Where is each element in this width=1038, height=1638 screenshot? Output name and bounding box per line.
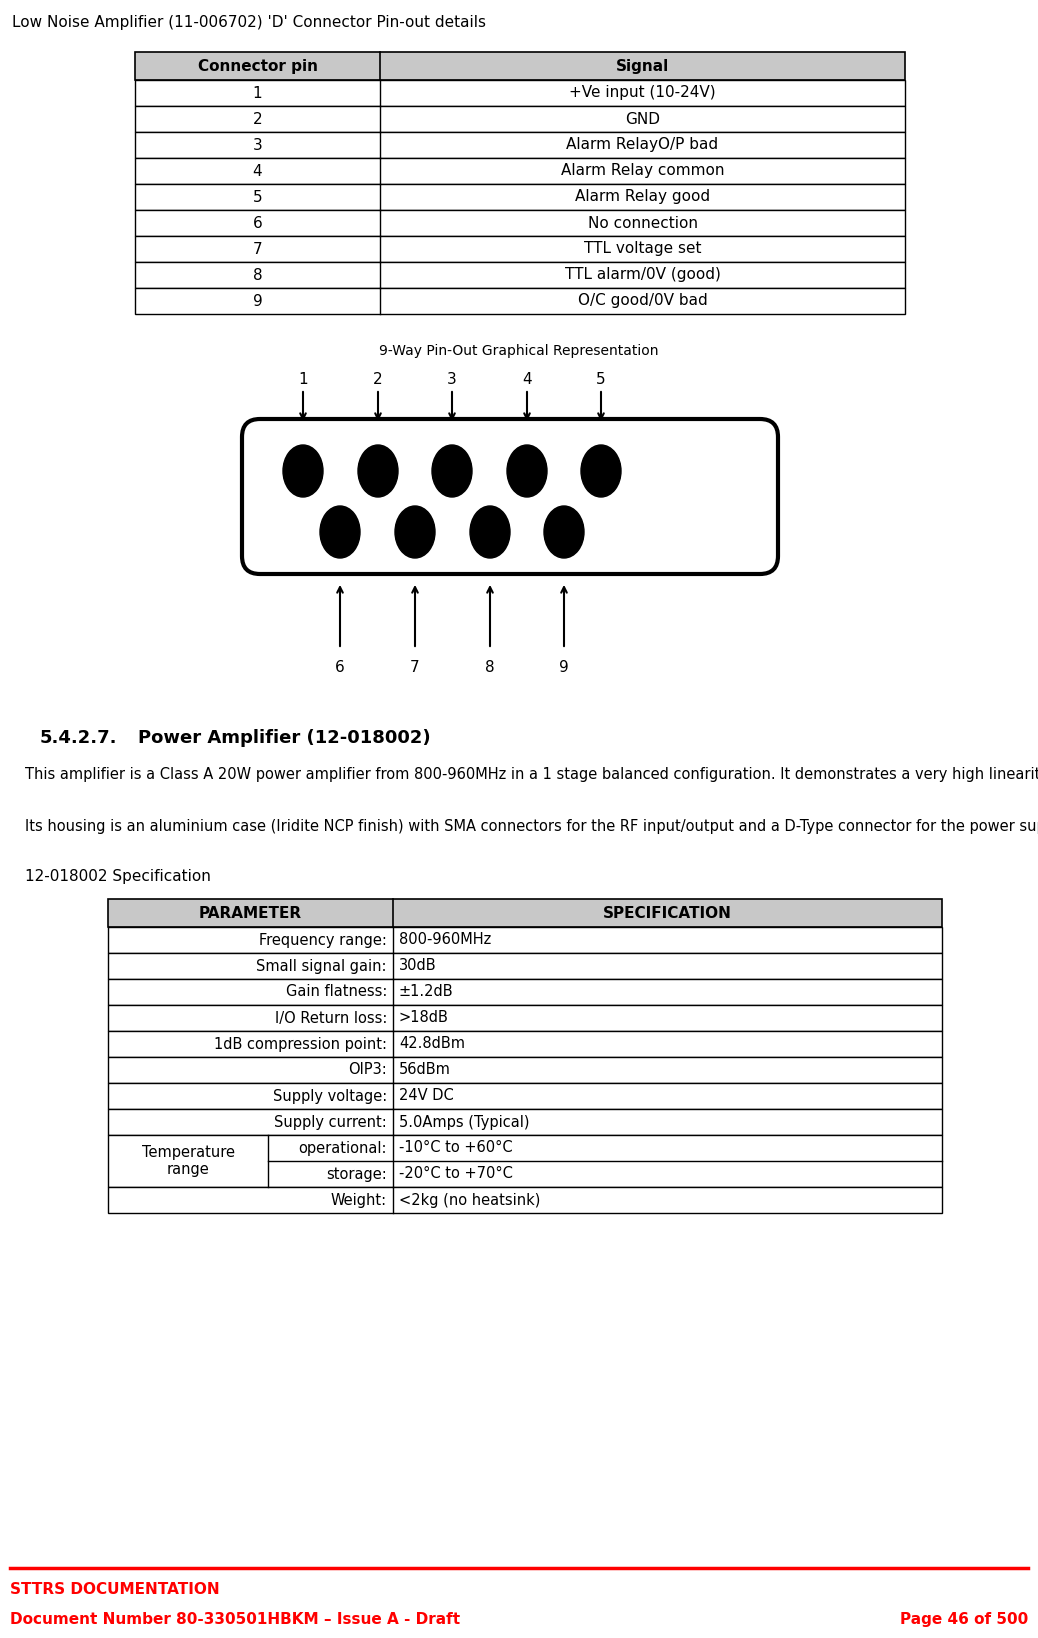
Text: 3: 3 (447, 372, 457, 387)
Text: 7: 7 (252, 241, 263, 257)
Text: Page 46 of 500: Page 46 of 500 (900, 1612, 1028, 1627)
Text: Supply current:: Supply current: (274, 1114, 387, 1130)
Ellipse shape (544, 506, 584, 559)
Text: OIP3:: OIP3: (349, 1063, 387, 1078)
Text: Supply voltage:: Supply voltage: (273, 1089, 387, 1104)
Text: +Ve input (10-24V): +Ve input (10-24V) (569, 85, 716, 100)
Ellipse shape (432, 446, 472, 496)
Text: 9: 9 (252, 293, 263, 308)
Text: Document Number 80-330501HBKM – Issue A - Draft: Document Number 80-330501HBKM – Issue A … (10, 1612, 460, 1627)
Text: 5.4.2.7.: 5.4.2.7. (40, 729, 117, 747)
Text: Weight:: Weight: (331, 1192, 387, 1207)
Text: 4: 4 (252, 164, 263, 179)
Bar (135, 80, 905, 106)
Text: 7: 7 (410, 660, 419, 675)
Text: 3: 3 (252, 138, 263, 152)
Ellipse shape (395, 506, 435, 559)
Text: ±1.2dB: ±1.2dB (399, 984, 454, 999)
Bar (108, 1109, 943, 1135)
Bar (135, 210, 905, 236)
Text: >18dB: >18dB (399, 1011, 448, 1025)
Ellipse shape (507, 446, 547, 496)
Bar (108, 1006, 943, 1030)
FancyBboxPatch shape (242, 419, 779, 573)
Text: -20°C to +70°C: -20°C to +70°C (399, 1166, 513, 1181)
Text: 8: 8 (252, 267, 263, 282)
Text: Low Noise Amplifier (11-006702) 'D' Connector Pin-out details: Low Noise Amplifier (11-006702) 'D' Conn… (12, 15, 486, 29)
Text: Alarm Relay good: Alarm Relay good (575, 190, 710, 205)
Ellipse shape (581, 446, 621, 496)
Text: <2kg (no heatsink): <2kg (no heatsink) (399, 1192, 541, 1207)
Text: Alarm Relay common: Alarm Relay common (561, 164, 725, 179)
Text: This amplifier is a Class A 20W power amplifier from 800-960MHz in a 1 stage bal: This amplifier is a Class A 20W power am… (25, 767, 1038, 781)
Bar (135, 133, 905, 157)
Text: 1: 1 (252, 85, 263, 100)
Text: 2: 2 (252, 111, 263, 126)
Text: Connector pin: Connector pin (197, 59, 318, 74)
Text: 42.8dBm: 42.8dBm (399, 1037, 465, 1052)
Text: 5.0Amps (Typical): 5.0Amps (Typical) (399, 1114, 529, 1130)
Text: O/C good/0V bad: O/C good/0V bad (577, 293, 707, 308)
Bar (135, 157, 905, 183)
Text: 24V DC: 24V DC (399, 1089, 454, 1104)
Bar (135, 106, 905, 133)
Bar (108, 1030, 943, 1057)
Text: 56dBm: 56dBm (399, 1063, 450, 1078)
Text: 9-Way Pin-Out Graphical Representation: 9-Way Pin-Out Graphical Representation (379, 344, 659, 359)
Bar (135, 183, 905, 210)
Bar (108, 1083, 943, 1109)
Text: TTL voltage set: TTL voltage set (583, 241, 702, 257)
Bar (135, 52, 905, 80)
Text: SPECIFICATION: SPECIFICATION (603, 906, 732, 921)
Text: Temperature
range: Temperature range (141, 1145, 235, 1178)
Text: 6: 6 (252, 216, 263, 231)
Ellipse shape (470, 506, 510, 559)
Text: -10°C to +60°C: -10°C to +60°C (399, 1140, 513, 1155)
Text: 6: 6 (335, 660, 345, 675)
Text: Small signal gain:: Small signal gain: (256, 958, 387, 973)
Text: 9: 9 (559, 660, 569, 675)
Text: Signal: Signal (616, 59, 670, 74)
Bar (135, 288, 905, 314)
Text: 30dB: 30dB (399, 958, 437, 973)
Text: 5: 5 (252, 190, 263, 205)
Text: 1: 1 (298, 372, 308, 387)
Text: Alarm RelayO/P bad: Alarm RelayO/P bad (567, 138, 718, 152)
Bar (108, 980, 943, 1006)
Bar (108, 1188, 943, 1214)
Bar (108, 1057, 943, 1083)
Text: GND: GND (625, 111, 660, 126)
Ellipse shape (283, 446, 323, 496)
Text: 4: 4 (522, 372, 531, 387)
Text: Power Amplifier (12-018002): Power Amplifier (12-018002) (138, 729, 431, 747)
Text: 800-960MHz: 800-960MHz (399, 932, 491, 947)
Text: Its housing is an aluminium case (Iridite NCP finish) with SMA connectors for th: Its housing is an aluminium case (Iridit… (25, 819, 1038, 834)
Text: TTL alarm/0V (good): TTL alarm/0V (good) (565, 267, 720, 282)
Bar (108, 1135, 943, 1188)
Text: 2: 2 (374, 372, 383, 387)
Ellipse shape (358, 446, 398, 496)
Text: No connection: No connection (588, 216, 698, 231)
Ellipse shape (320, 506, 360, 559)
Text: STTRS DOCUMENTATION: STTRS DOCUMENTATION (10, 1582, 220, 1597)
Text: storage:: storage: (326, 1166, 387, 1181)
Bar (108, 899, 943, 927)
Bar (135, 262, 905, 288)
Text: I/O Return loss:: I/O Return loss: (275, 1011, 387, 1025)
Text: 8: 8 (485, 660, 495, 675)
Bar (108, 953, 943, 980)
Text: 1dB compression point:: 1dB compression point: (214, 1037, 387, 1052)
Bar (108, 927, 943, 953)
Text: 12-018002 Specification: 12-018002 Specification (25, 870, 211, 885)
Text: 5: 5 (596, 372, 606, 387)
Text: PARAMETER: PARAMETER (199, 906, 302, 921)
Text: Frequency range:: Frequency range: (260, 932, 387, 947)
Text: operational:: operational: (299, 1140, 387, 1155)
Text: Gain flatness:: Gain flatness: (285, 984, 387, 999)
Bar (135, 236, 905, 262)
